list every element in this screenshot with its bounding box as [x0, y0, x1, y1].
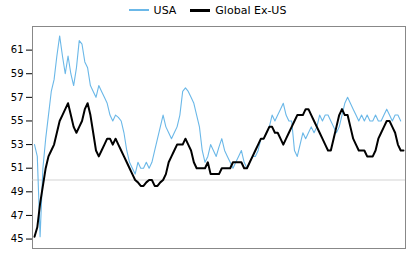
- svg-text:57: 57: [11, 92, 24, 103]
- svg-text:59: 59: [11, 68, 24, 79]
- svg-text:51: 51: [11, 162, 24, 173]
- html-text:Global Ex-US: Global Ex-US: [215, 3, 287, 17]
- html-text:USA: USA: [153, 3, 177, 17]
- svg-text:45: 45: [11, 233, 24, 244]
- svg-text:53: 53: [11, 139, 24, 150]
- svg-text:61: 61: [11, 44, 24, 55]
- svg-text:49: 49: [11, 186, 24, 197]
- svg-text:55: 55: [11, 115, 24, 126]
- svg-text:47: 47: [11, 210, 24, 221]
